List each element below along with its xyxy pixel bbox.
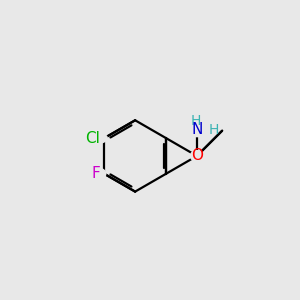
Ellipse shape: [182, 122, 212, 136]
Text: O: O: [191, 148, 203, 164]
Text: F: F: [92, 166, 101, 181]
Text: H: H: [208, 123, 219, 137]
Ellipse shape: [86, 133, 107, 143]
Ellipse shape: [190, 151, 203, 161]
Text: H: H: [190, 114, 201, 128]
Ellipse shape: [93, 168, 106, 179]
Text: N: N: [191, 122, 202, 137]
Text: Cl: Cl: [85, 130, 100, 146]
